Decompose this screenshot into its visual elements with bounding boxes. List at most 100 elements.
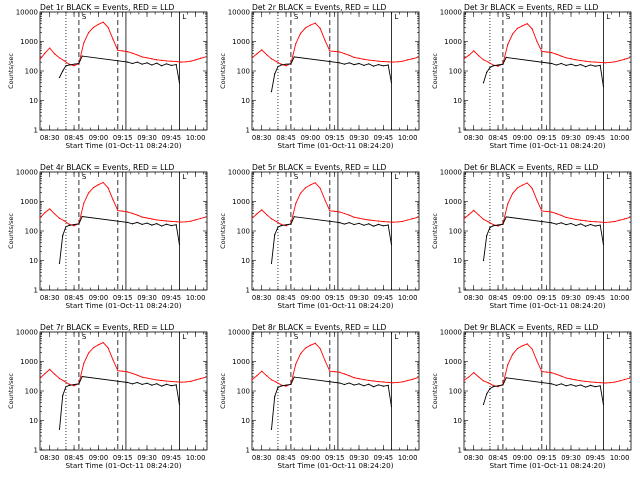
event-rate-point	[489, 67, 491, 69]
lld-rate-point	[102, 181, 104, 184]
lld-rate-point	[136, 214, 138, 216]
lld-rate-point	[319, 27, 321, 29]
event-rate-point	[58, 262, 61, 264]
event-rate-point	[382, 65, 384, 67]
event-rate-point	[353, 223, 355, 226]
event-rate-point	[492, 65, 494, 67]
y-axis-label: Counts/sec	[7, 213, 15, 249]
lld-rate-point	[599, 382, 601, 384]
event-rate-point	[594, 225, 596, 227]
event-rate-point	[502, 223, 504, 225]
y-tick-label: 1000	[444, 38, 462, 46]
lld-rate-point	[334, 50, 336, 53]
event-rate-point	[489, 388, 491, 390]
x-tick-label: 08:45	[488, 134, 508, 142]
x-tick-label: 09:45	[162, 454, 182, 462]
event-rate-point	[602, 85, 605, 88]
x-tick-label: 09:30	[561, 294, 581, 302]
event-rate-line	[271, 56, 392, 92]
lld-rate-point	[392, 221, 394, 223]
lld-rate-point	[199, 217, 202, 220]
event-rate-point	[151, 224, 153, 226]
event-rate-point	[175, 224, 177, 226]
lld-rate-point	[368, 379, 370, 382]
lld-rate-point	[536, 199, 538, 201]
event-rate-point	[178, 82, 181, 84]
event-rate-point	[492, 225, 494, 227]
lld-rate-point	[402, 220, 404, 222]
event-rate-point	[146, 222, 148, 224]
region-label-s: S	[506, 173, 511, 181]
lld-rate-point	[546, 210, 548, 213]
x-tick-label: 10:00	[610, 134, 630, 142]
lld-rate-line	[39, 342, 206, 387]
y-tick-label: 10	[29, 417, 38, 425]
x-axis-label: Start Time (01-Oct-11 08:24:20)	[278, 141, 394, 150]
lld-rate-point	[463, 379, 465, 381]
lld-rate-point	[531, 28, 533, 30]
x-tick-label: 08:30	[252, 294, 272, 302]
x-tick-label: 09:00	[301, 454, 321, 462]
event-rate-point	[165, 383, 168, 385]
lld-rate-point	[170, 60, 172, 62]
lld-rate-point	[68, 223, 70, 225]
event-rate-point	[62, 394, 64, 397]
lld-rate-point	[151, 378, 153, 380]
event-rate-point	[585, 225, 587, 227]
lld-rate-point	[521, 345, 523, 347]
lld-rate-point	[594, 221, 596, 223]
x-tick-label: 09:15	[537, 454, 557, 462]
event-rate-point	[348, 62, 350, 64]
lld-rate-point	[463, 58, 465, 60]
event-rate-point	[575, 385, 577, 387]
lld-rate-point	[53, 373, 56, 375]
event-rate-point	[277, 387, 279, 389]
event-rate-point	[270, 262, 273, 264]
event-rate-point	[580, 384, 582, 386]
y-tick-label: 10000	[440, 9, 462, 17]
panel-title: Det 4r BLACK = Events, RED = LLD	[40, 163, 175, 172]
event-rate-point	[358, 62, 360, 65]
lld-rate-point	[334, 371, 336, 373]
x-tick-label: 10:00	[186, 134, 206, 142]
lld-rate-point	[377, 381, 380, 383]
lld-rate-point	[363, 378, 365, 381]
lld-rate-point	[599, 61, 601, 64]
lld-rate-point	[477, 214, 480, 216]
event-rate-point	[73, 223, 75, 226]
panel-title: Det 2r BLACK = Events, RED = LLD	[252, 3, 387, 12]
event-rate-point	[277, 226, 279, 228]
lld-rate-point	[507, 364, 509, 366]
event-rate-point	[550, 383, 553, 385]
region-label-l: L	[606, 13, 610, 21]
event-rate-point	[146, 382, 148, 384]
lld-rate-point	[392, 382, 394, 384]
event-rate-point	[390, 243, 393, 246]
lld-rate-point	[112, 359, 114, 361]
lld-rate-point	[117, 370, 119, 372]
lld-rate-point	[146, 217, 148, 219]
y-tick-label: 100	[25, 228, 38, 236]
event-rate-point	[146, 62, 148, 64]
x-tick-label: 09:15	[325, 294, 345, 302]
chart-panel-6: Det 6r BLACK = Events, RED = LLD 1 10 100 10…	[431, 163, 632, 310]
plot-frame	[39, 11, 208, 131]
x-tick-label: 09:45	[586, 134, 606, 142]
lld-rate-point	[131, 52, 134, 54]
x-axis-label: Start Time (01-Oct-11 08:24:20)	[278, 461, 394, 470]
lld-rate-point	[604, 221, 606, 224]
event-rate-point	[585, 386, 587, 388]
lld-rate-point	[83, 202, 85, 204]
event-rate-point	[575, 65, 577, 67]
event-rate-point	[161, 385, 163, 387]
lld-rate-point	[387, 381, 389, 383]
lld-rate-point	[623, 378, 626, 381]
y-tick-label: 100	[237, 68, 250, 76]
lld-rate-point	[397, 221, 399, 223]
y-tick-label: 10000	[228, 9, 250, 17]
lld-rate-point	[309, 344, 311, 346]
x-tick-label: 09:30	[137, 454, 157, 462]
lld-rate-point	[473, 209, 475, 211]
x-tick-label: 10:00	[610, 454, 630, 462]
event-rate-point	[126, 381, 129, 384]
